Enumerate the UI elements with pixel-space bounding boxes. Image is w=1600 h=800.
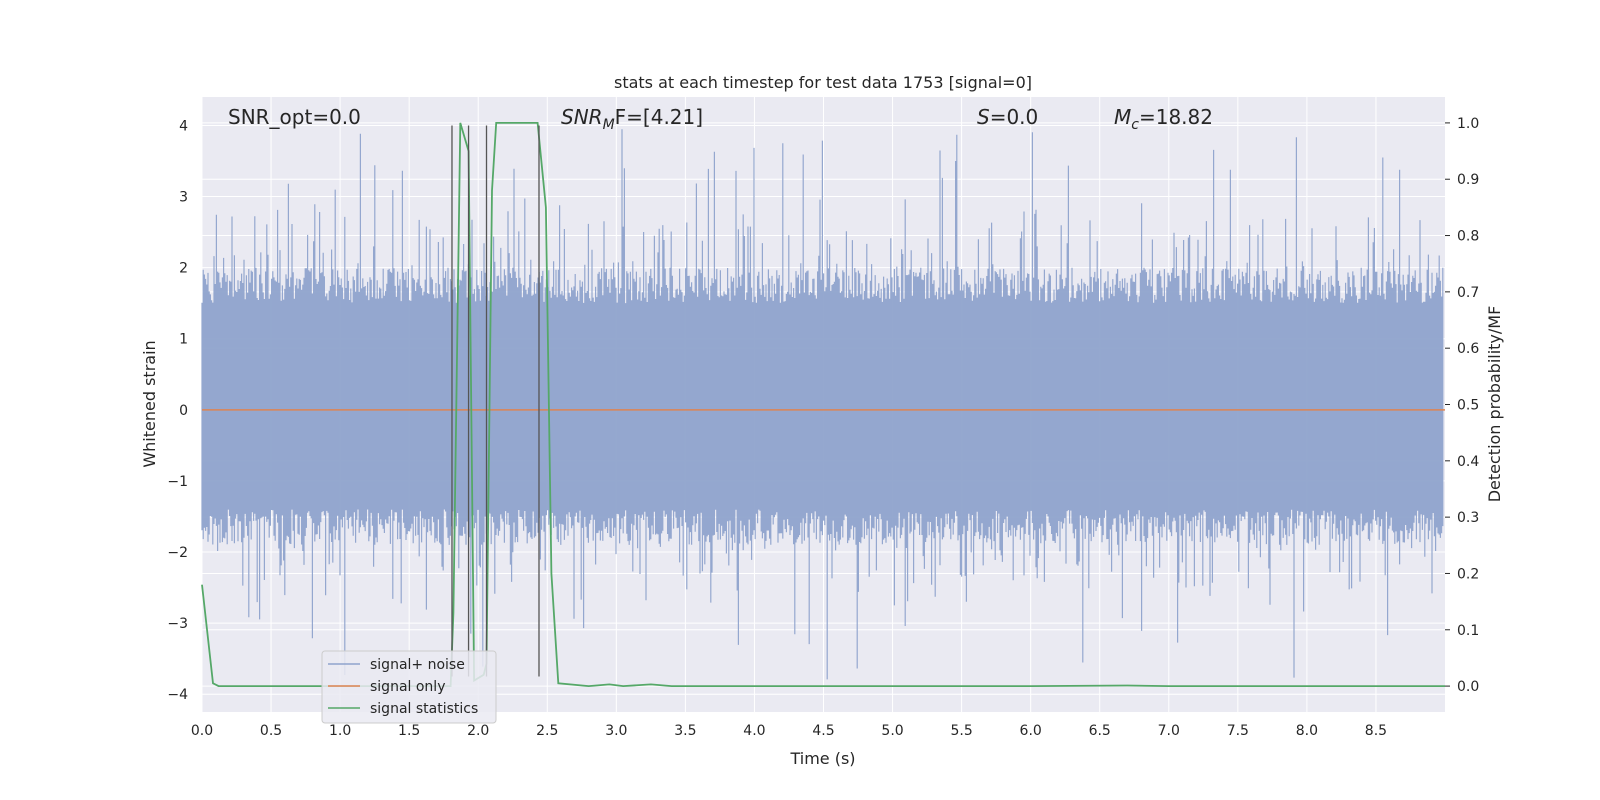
annotation-snr-opt: SNR_opt=0.0 <box>228 105 361 129</box>
x-tick-label: 0.0 <box>191 723 213 739</box>
legend-box <box>321 650 497 724</box>
signal-plus-noise-series <box>201 129 1444 680</box>
x-tick-label: 2.5 <box>536 723 558 739</box>
y-right-tick-label: 0.2 <box>1457 566 1479 582</box>
y-right-tick-label: 0.0 <box>1457 679 1479 695</box>
x-tick-label: 8.5 <box>1365 723 1387 739</box>
y-tick-label: −1 <box>167 474 188 490</box>
y-axis-label: Whitened strain <box>140 340 159 467</box>
x-tick-label: 6.0 <box>1020 723 1042 739</box>
y-right-tick-label: 0.9 <box>1457 172 1479 188</box>
annotation-snr-mf: SNRMF=[4.21] <box>561 105 703 133</box>
annotation-s: S=0.0 <box>977 105 1038 129</box>
y-tick-label: 3 <box>179 190 188 206</box>
x-tick-label: 1.0 <box>329 723 351 739</box>
y-axis-right-label: Detection probability/MF <box>1485 306 1504 503</box>
y-right-tick-label: 0.4 <box>1457 454 1479 470</box>
y-tick-label: 2 <box>179 261 188 277</box>
y-tick-label: −3 <box>167 616 188 632</box>
x-tick-label: 5.5 <box>950 723 972 739</box>
x-tick-label: 8.0 <box>1296 723 1318 739</box>
y-tick-label: 0 <box>179 403 188 419</box>
y-right-tick-label: 0.3 <box>1457 510 1479 526</box>
x-tick-label: 3.5 <box>674 723 696 739</box>
y-right-tick-label: 0.6 <box>1457 341 1479 357</box>
ticks: 0.0 0.5 1.0 1.5 2.0 2.5 3.0 3.5 4.0 4.5 5.0 5.5 6.0 6… <box>167 116 1479 739</box>
x-tick-label: 4.5 <box>812 723 834 739</box>
x-tick-label: 6.5 <box>1089 723 1111 739</box>
y-tick-label: −4 <box>167 687 188 703</box>
y-right-tick-label: 0.7 <box>1457 285 1479 301</box>
y-right-tick-label: 1.0 <box>1457 116 1479 132</box>
signal-plus-noise-line <box>201 129 1444 680</box>
x-tick-label: 7.5 <box>1227 723 1249 739</box>
x-tick-label: 4.0 <box>743 723 765 739</box>
legend-label-signal-statistics: signal statistics <box>370 701 478 717</box>
legend: signal+ noise signal only signal statist… <box>321 650 497 724</box>
x-tick-label: 3.0 <box>605 723 627 739</box>
x-axis-label: Time (s) <box>789 749 855 768</box>
y-right-tick-label: 0.5 <box>1457 398 1479 414</box>
y-tick-label: 1 <box>179 332 188 348</box>
y-tick-label: 4 <box>179 118 188 134</box>
legend-label-signal-only: signal only <box>370 679 445 695</box>
x-tick-label: 2.0 <box>467 723 489 739</box>
vertical-markers <box>451 125 540 677</box>
x-tick-label: 5.0 <box>881 723 903 739</box>
annotation-mc: Mc=18.82 <box>1114 105 1213 133</box>
chart-title: stats at each timestep for test data 175… <box>614 73 1032 92</box>
y-right-tick-label: 0.8 <box>1457 229 1479 245</box>
x-tick-label: 7.0 <box>1158 723 1180 739</box>
x-tick-label: 1.5 <box>398 723 420 739</box>
legend-label-signal-plus-noise: signal+ noise <box>370 657 465 673</box>
y-right-tick-label: 0.1 <box>1457 623 1479 639</box>
y-tick-label: −2 <box>167 545 188 561</box>
x-tick-label: 0.5 <box>260 723 282 739</box>
